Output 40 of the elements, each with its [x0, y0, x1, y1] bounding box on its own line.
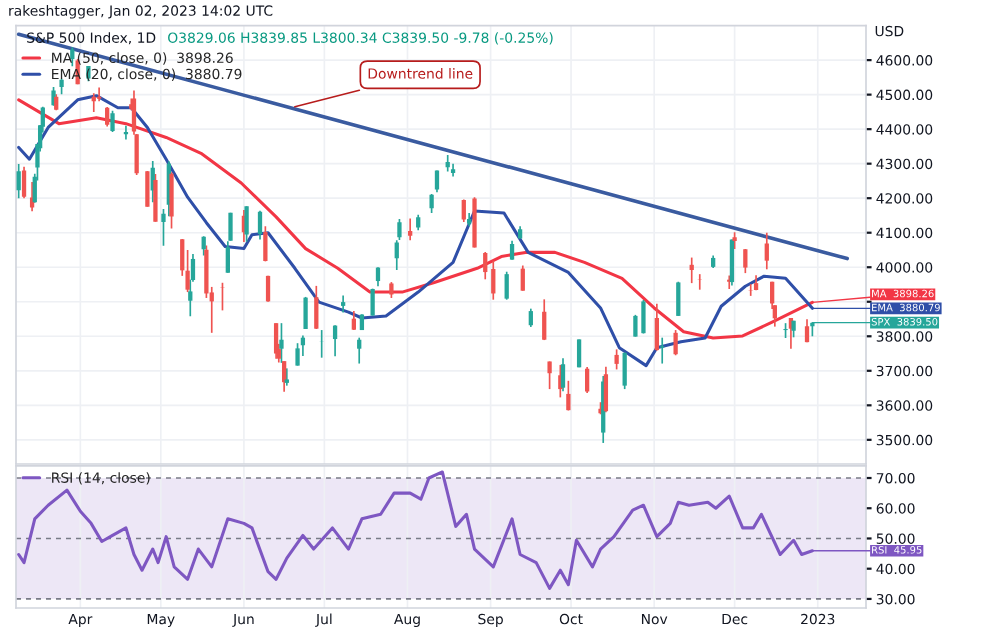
candlestick — [547, 360, 552, 390]
candlestick — [641, 299, 646, 335]
candlestick — [764, 231, 769, 271]
candlestick — [295, 342, 300, 367]
candlestick — [743, 248, 748, 274]
candlestick — [584, 366, 590, 394]
candlestick — [303, 296, 308, 330]
candlestick — [408, 217, 413, 242]
candlestick — [273, 322, 279, 360]
candlestick — [520, 264, 525, 292]
candlestick — [491, 259, 496, 301]
candlestick — [314, 285, 319, 330]
candlestick — [689, 256, 694, 284]
candlestick — [228, 211, 233, 242]
candlestick — [110, 110, 115, 133]
candlestick — [220, 281, 225, 312]
candlestick — [660, 336, 665, 365]
candlestick — [265, 275, 271, 303]
candlestick — [509, 239, 515, 261]
candlestick — [676, 280, 681, 317]
candlestick — [375, 266, 381, 288]
candlestick — [542, 298, 547, 341]
candlestick — [576, 338, 582, 369]
candlestick — [105, 106, 110, 128]
candlestick — [357, 336, 362, 365]
candlestick — [370, 287, 375, 317]
candlestick — [566, 379, 571, 412]
candlestick — [21, 165, 27, 200]
candlestick — [263, 225, 268, 263]
candlestick — [429, 193, 434, 214]
candlestick — [528, 307, 533, 328]
candlestick — [16, 163, 21, 200]
candlestick — [483, 251, 488, 281]
candlestick — [622, 351, 627, 390]
candlestick — [654, 302, 659, 352]
candlestick — [504, 270, 509, 301]
candlestick — [332, 324, 338, 358]
candlestick — [673, 329, 678, 357]
candlestick — [614, 348, 619, 371]
candlestick — [257, 209, 263, 241]
